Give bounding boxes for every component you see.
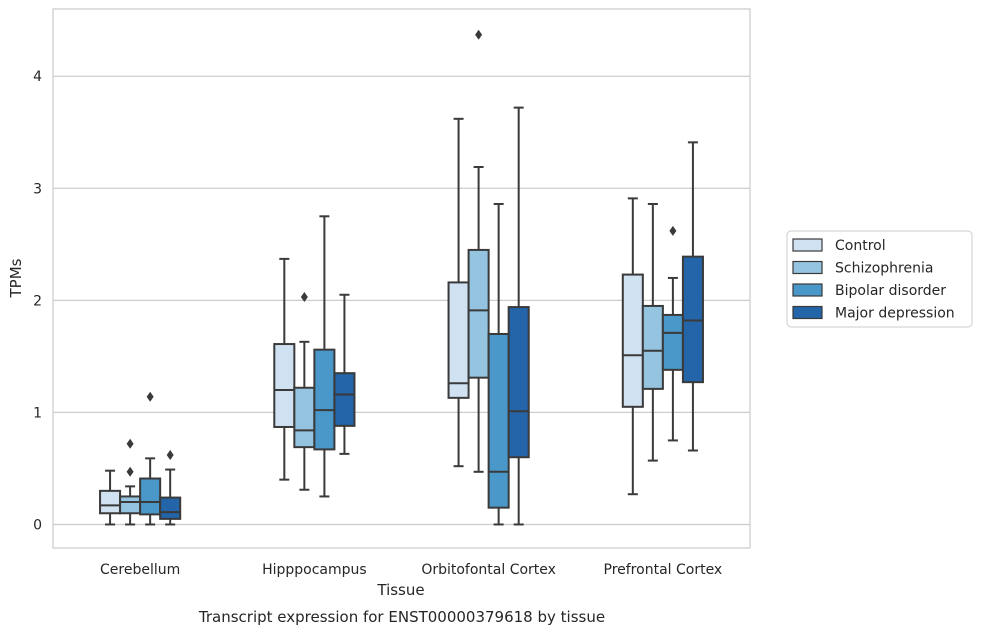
iqr-box bbox=[467, 248, 490, 379]
box-schizophrenia-orbitofontal-cortex bbox=[467, 29, 490, 473]
y-tick-label: 2 bbox=[33, 293, 42, 309]
box-bipolar-disorder-cerebellum bbox=[139, 391, 162, 526]
outlier-point bbox=[669, 225, 677, 236]
box-major-depression-prefrontal-cortex bbox=[681, 141, 704, 452]
legend-label: Control bbox=[835, 238, 886, 254]
iqr-box bbox=[99, 489, 122, 515]
plot-area bbox=[53, 9, 750, 548]
box-major-depression-cerebellum bbox=[159, 449, 182, 526]
legend-frame bbox=[786, 230, 973, 328]
box-bipolar-disorder-hipppocampus bbox=[313, 215, 336, 498]
legend-swatch bbox=[792, 283, 823, 297]
box-major-depression-hipppocampus bbox=[333, 293, 356, 455]
iqr-box bbox=[119, 495, 142, 515]
outlier-point bbox=[166, 449, 174, 460]
box-schizophrenia-cerebellum bbox=[119, 438, 142, 526]
legend-swatch bbox=[792, 305, 823, 320]
iqr-box bbox=[507, 306, 530, 459]
iqr-box bbox=[333, 372, 356, 427]
legend-label: Major depression bbox=[835, 306, 955, 322]
outlier-point bbox=[300, 291, 308, 302]
iqr-box bbox=[273, 343, 296, 428]
iqr-box bbox=[641, 304, 664, 390]
legend-swatch bbox=[792, 260, 823, 275]
y-axis-label: TPMs bbox=[7, 258, 25, 298]
iqr-box bbox=[293, 386, 316, 449]
x-tick-labels: Cerebellum Hipppocampus Orbitofontal Corte… bbox=[100, 562, 722, 578]
box-major-depression-orbitofontal-cortex bbox=[507, 106, 530, 526]
y-gridlines bbox=[53, 75, 750, 526]
outlier-point bbox=[126, 438, 134, 449]
iqr-box bbox=[487, 332, 510, 509]
legend-swatch bbox=[792, 238, 823, 252]
x-tick-label: Hipppocampus bbox=[262, 562, 367, 578]
box-bipolar-disorder-prefrontal-cortex bbox=[661, 225, 684, 442]
legend-label: Schizophrenia bbox=[835, 261, 933, 277]
x-tick-label: Cerebellum bbox=[100, 562, 180, 578]
figure-caption: Transcript expression for ENST0000037961… bbox=[198, 608, 605, 626]
iqr-box bbox=[681, 255, 704, 384]
y-tick-label: 0 bbox=[33, 517, 42, 533]
x-axis-label: Tissue bbox=[376, 581, 424, 599]
box-schizophrenia-hipppocampus bbox=[293, 291, 316, 491]
outlier-point bbox=[146, 391, 154, 402]
y-tick-label: 4 bbox=[33, 69, 42, 85]
plot-frame bbox=[52, 8, 751, 549]
y-tick-labels: 0 1 2 3 4 bbox=[33, 69, 42, 533]
y-tick-label: 3 bbox=[33, 181, 42, 197]
box-control-hipppocampus bbox=[273, 257, 296, 481]
iqr-box bbox=[159, 496, 182, 520]
y-tick-label: 1 bbox=[33, 405, 42, 421]
box-schizophrenia-prefrontal-cortex bbox=[641, 202, 664, 462]
iqr-box bbox=[661, 313, 684, 371]
iqr-box bbox=[447, 281, 470, 399]
legend: Control Schizophrenia Bipolar disorder Majo… bbox=[786, 230, 973, 328]
x-tick-label: Orbitofontal Cortex bbox=[421, 562, 556, 578]
legend-label: Bipolar disorder bbox=[835, 283, 946, 299]
x-tick-label: Prefrontal Cortex bbox=[604, 562, 723, 578]
box-groups bbox=[99, 29, 704, 526]
iqr-box bbox=[621, 273, 644, 408]
iqr-box bbox=[313, 348, 336, 451]
iqr-box bbox=[139, 477, 162, 516]
outlier-point bbox=[126, 466, 134, 477]
outlier-point bbox=[475, 29, 483, 40]
